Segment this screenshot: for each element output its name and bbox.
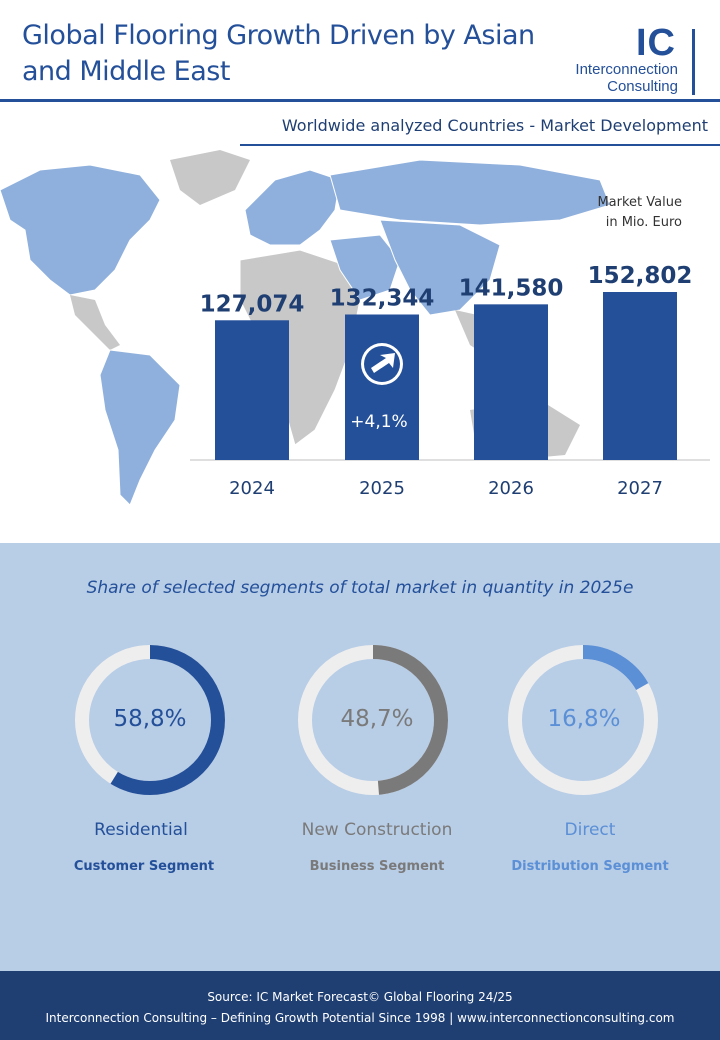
page-title: Global Flooring Growth Driven by Asian a…	[22, 18, 562, 90]
map-europe	[244, 169, 341, 246]
donut-value-direct: 16,8%	[547, 706, 621, 732]
logo-text-line-1: Interconnection	[575, 61, 678, 78]
footer-source: Source: IC Market Forecast© Global Floor…	[207, 990, 513, 1004]
category-label-2025: 2025	[359, 478, 405, 499]
title-line-2: and Middle East	[22, 56, 230, 87]
donut-direct	[508, 645, 658, 795]
donut-value-new-construction: 48,7%	[340, 706, 414, 732]
market-value-label-line-1: Market Value	[597, 195, 682, 210]
subtitle-divider	[240, 144, 720, 146]
header: Global Flooring Growth Driven by Asian a…	[0, 0, 720, 104]
logo-mark: IC	[636, 22, 676, 64]
map-central-america	[70, 295, 120, 350]
labels-layer: 127,074 2024 132,344 2025 141,580 2026 152,802…	[200, 263, 693, 499]
segment-name-new-construction: New Construction	[301, 820, 453, 840]
segment-sub-new-construction: Business Segment	[309, 859, 445, 874]
header-divider	[0, 99, 720, 102]
category-label-2026: 2026	[488, 478, 534, 499]
title-line-1: Global Flooring Growth Driven by Asian	[22, 20, 535, 51]
map-south-america	[99, 349, 181, 506]
donut-new-construction	[298, 645, 448, 795]
footer-tagline: Interconnection Consulting – Defining Gr…	[45, 1011, 675, 1025]
segments-panel	[0, 543, 720, 971]
map-greenland	[170, 150, 250, 205]
donut-arc-residential	[75, 645, 225, 795]
map-middle-east	[329, 234, 401, 301]
donut-residential	[75, 645, 225, 795]
donut-value-residential: 58,8%	[113, 706, 187, 732]
map-asia	[379, 219, 501, 316]
bar-2025	[345, 314, 419, 460]
bar-2024	[215, 320, 289, 460]
market-value-label-line-2: in Mio. Euro	[605, 215, 682, 230]
market-value-label: Market Value in Mio. Euro	[597, 193, 682, 233]
map-russia	[329, 159, 611, 226]
value-label-2027: 152,802	[588, 263, 693, 289]
segment-sub-residential: Customer Segment	[73, 859, 215, 874]
bars-layer	[215, 292, 677, 460]
value-label-2024: 127,074	[200, 291, 305, 317]
donut-arc-new-construction	[298, 645, 448, 795]
segment-name-direct: Direct	[564, 820, 616, 840]
category-label-2027: 2027	[617, 478, 663, 499]
market-chart: 127,074 2024 132,344 2025 141,580 2026 152,802…	[0, 150, 710, 506]
map-north-america	[0, 164, 161, 296]
logo-text-line-2: Consulting	[607, 78, 678, 95]
bar-2027	[603, 292, 677, 460]
segment-sub-direct: Distribution Segment	[511, 859, 669, 874]
growth-annotation: +4,1%	[350, 412, 407, 432]
chart-subtitle: Worldwide analyzed Countries - Market De…	[281, 116, 708, 135]
value-label-2026: 141,580	[459, 275, 564, 301]
footer: Source: IC Market Forecast© Global Floor…	[0, 971, 720, 1040]
category-label-2024: 2024	[229, 478, 275, 499]
donut-arc-direct	[508, 645, 658, 795]
bar-2026	[474, 304, 548, 460]
growth-marker: +4,1%	[350, 343, 408, 432]
segments-title: Share of selected segments of total mark…	[86, 578, 634, 598]
value-label-2025: 132,344	[330, 285, 435, 311]
logo-bar	[692, 29, 695, 95]
segment-name-residential: Residential	[94, 820, 188, 840]
